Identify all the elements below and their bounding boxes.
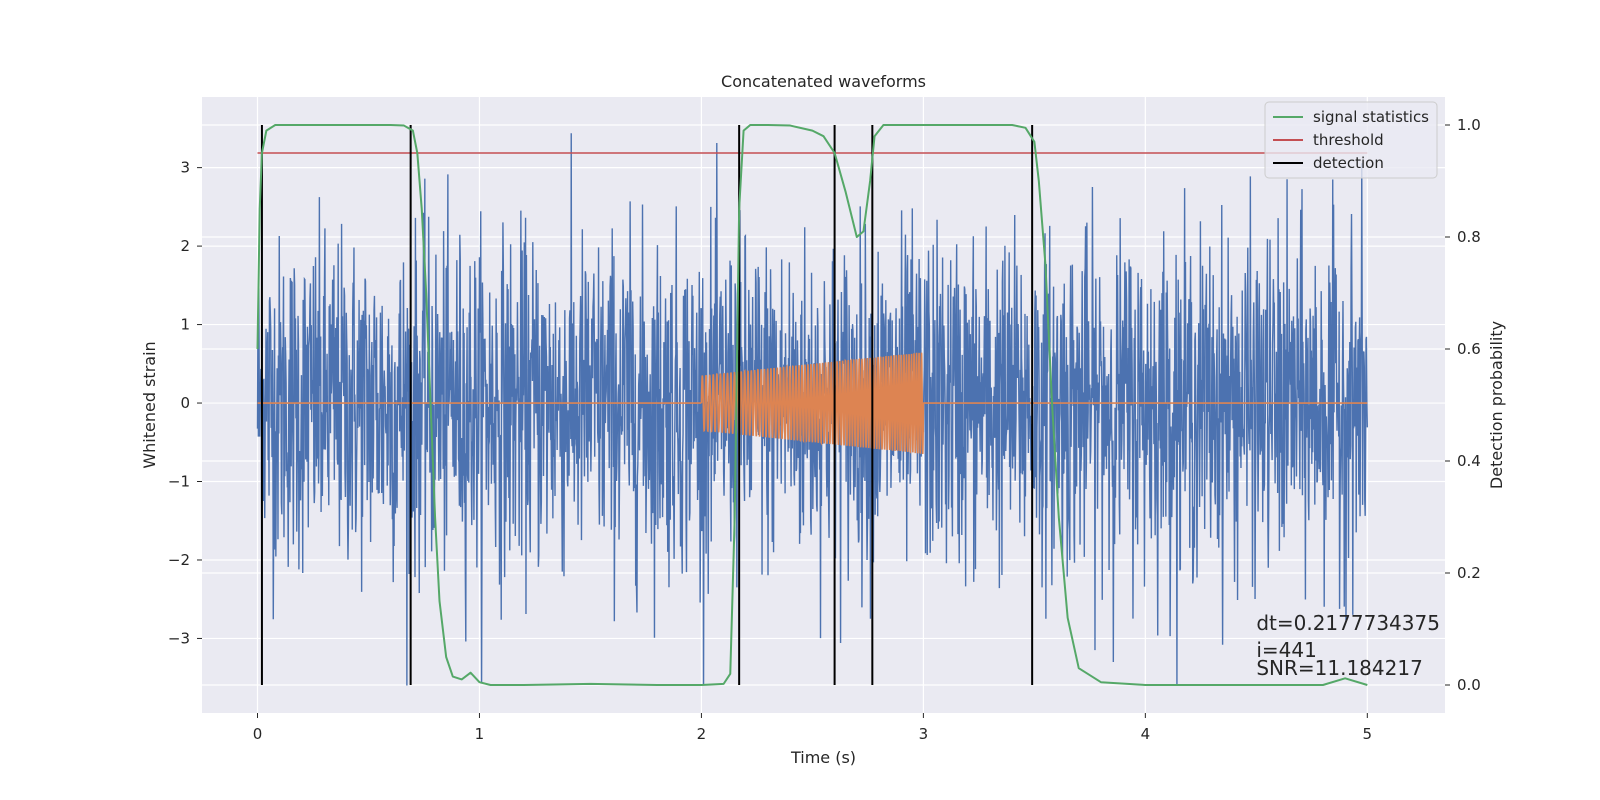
y2-axis-label: Detection probability [1487, 321, 1506, 489]
axes: 0 1 2 3 4 5 −3 −2 −1 0 1 2 3 0.0 0.2 0.4 0.6 0.8 1.0 [168, 116, 1481, 743]
x-tick-label: 1 [475, 725, 485, 743]
series-layer [256, 124, 1369, 686]
y-tick-label: 1 [180, 316, 190, 334]
y2-tick-label: 0.8 [1457, 228, 1481, 246]
x-axis-label: Time (s) [790, 748, 856, 767]
annotation-text: SNR=11.184217 [1256, 656, 1422, 680]
y-tick-label: −1 [168, 473, 190, 491]
y2-tick-label: 0.6 [1457, 340, 1481, 358]
y-tick-label: −3 [168, 629, 190, 647]
x-tick-label: 3 [919, 725, 929, 743]
y-tick-label: 0 [180, 394, 190, 412]
x-tick-label: 2 [697, 725, 707, 743]
legend: signal statistics threshold detection [1264, 101, 1438, 179]
x-tick-label: 5 [1363, 725, 1373, 743]
x-tick-label: 4 [1141, 725, 1151, 743]
chart-title: Concatenated waveforms [721, 72, 926, 91]
y2-tick-label: 0.2 [1457, 564, 1481, 582]
statistics-line [256, 124, 1368, 686]
y-tick-label: 3 [180, 159, 190, 177]
y-axis-label: Whitened strain [140, 341, 159, 468]
annotation-text: dt=0.2177734375 [1256, 611, 1440, 635]
y2-tick-label: 1.0 [1457, 116, 1481, 134]
y-tick-label: 2 [180, 237, 190, 255]
y2-tick-label: 0.0 [1457, 676, 1481, 694]
legend-box [1264, 101, 1438, 179]
legend-label: detection [1313, 154, 1384, 172]
legend-label: signal statistics [1313, 108, 1429, 126]
x-tick-label: 0 [253, 725, 263, 743]
annotation-text: i=441 [1256, 638, 1317, 662]
y2-tick-label: 0.4 [1457, 452, 1481, 470]
y-tick-label: −2 [168, 551, 190, 569]
legend-label: threshold [1313, 131, 1384, 149]
